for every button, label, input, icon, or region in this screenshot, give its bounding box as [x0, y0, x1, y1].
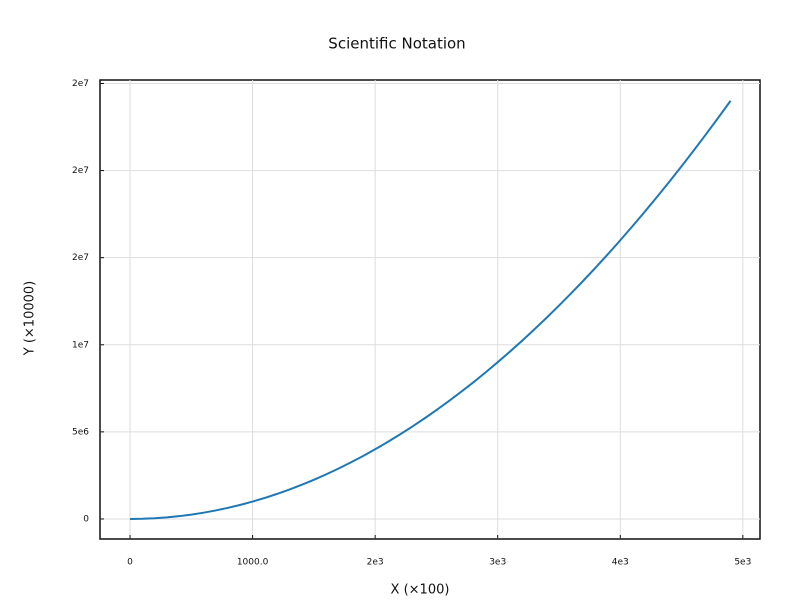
y-tick-label: 5e6 — [72, 427, 89, 437]
y-tick-label: 0 — [83, 514, 89, 524]
y-tick-label: 2e7 — [72, 79, 89, 89]
y-tick-label: 2e7 — [72, 166, 89, 176]
chart-title: Scientific Notation — [328, 35, 465, 53]
x-axis-label: X (×100) — [391, 583, 450, 598]
x-tick-label: 0 — [127, 558, 133, 568]
x-tick-label: 2e3 — [367, 558, 384, 568]
x-tick-label: 1000.0 — [237, 558, 269, 568]
x-tick-label: 4e3 — [612, 558, 629, 568]
y-tick-label: 1e7 — [72, 340, 89, 350]
data-line — [130, 100, 732, 520]
plot-frame — [99, 79, 761, 540]
x-tick-label: 3e3 — [489, 558, 506, 568]
y-tick-label: 2e7 — [72, 253, 89, 263]
x-tick-label: 5e3 — [734, 558, 751, 568]
y-axis-label: Y (×10000) — [23, 281, 38, 356]
